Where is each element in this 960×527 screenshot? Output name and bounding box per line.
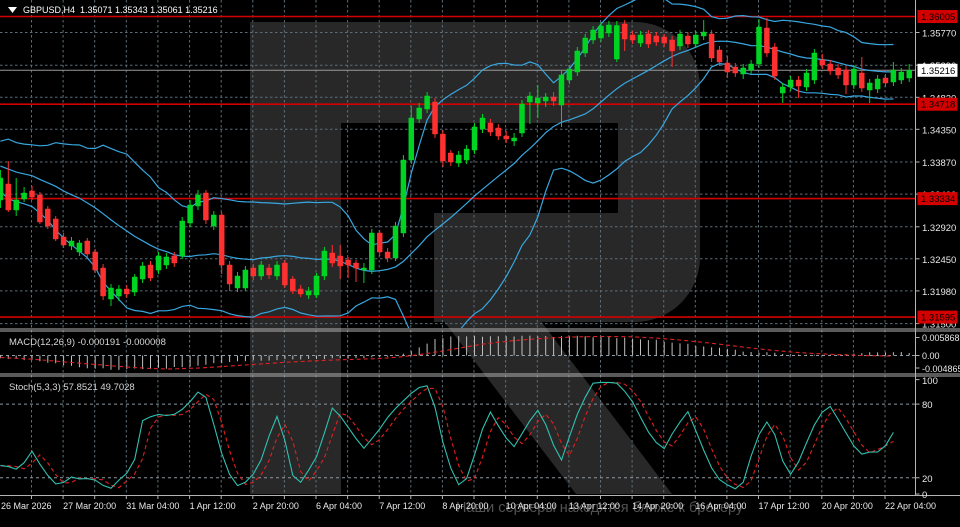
svg-text:Stoch(5,3,3) 57.8521 49.7028: Stoch(5,3,3) 57.8521 49.7028 — [9, 382, 135, 393]
svg-text:0.00: 0.00 — [922, 351, 940, 361]
svg-text:6 Apr 04:00: 6 Apr 04:00 — [316, 501, 362, 511]
svg-text:1.33870: 1.33870 — [922, 158, 956, 169]
svg-text:1.35770: 1.35770 — [922, 29, 956, 40]
svg-text:0: 0 — [922, 490, 927, 501]
svg-text:16 Apr 04:00: 16 Apr 04:00 — [695, 501, 746, 511]
svg-text:-0.004865: -0.004865 — [922, 364, 960, 374]
svg-text:8 Apr 20:00: 8 Apr 20:00 — [442, 501, 488, 511]
svg-text:0.005868: 0.005868 — [922, 333, 960, 343]
svg-text:1.31595: 1.31595 — [921, 313, 955, 324]
svg-text:31 Mar 04:00: 31 Mar 04:00 — [126, 501, 179, 511]
svg-text:20 Apr 20:00: 20 Apr 20:00 — [822, 501, 873, 511]
svg-text:20: 20 — [922, 474, 933, 485]
svg-text:13 Apr 12:00: 13 Apr 12:00 — [569, 501, 620, 511]
svg-text:1.31500: 1.31500 — [922, 320, 956, 331]
svg-text:1.32450: 1.32450 — [922, 255, 956, 266]
svg-text:10 Apr 04:00: 10 Apr 04:00 — [506, 501, 557, 511]
svg-text:7 Apr 12:00: 7 Apr 12:00 — [379, 501, 425, 511]
svg-text:27 Mar 20:00: 27 Mar 20:00 — [63, 501, 116, 511]
svg-text:1.34718: 1.34718 — [921, 100, 955, 111]
svg-text:1.35216: 1.35216 — [921, 66, 955, 77]
svg-text:1.36005: 1.36005 — [921, 12, 955, 23]
svg-text:1.33334: 1.33334 — [921, 194, 955, 205]
svg-text:1.34350: 1.34350 — [922, 125, 956, 136]
svg-text:Наши серверы находятся ближе к: Наши серверы находятся ближе к брокеру — [456, 500, 744, 516]
svg-text:26 Mar 2026: 26 Mar 2026 — [1, 501, 52, 511]
svg-text:2 Apr 20:00: 2 Apr 20:00 — [253, 501, 299, 511]
svg-text:17 Apr 12:00: 17 Apr 12:00 — [759, 501, 810, 511]
svg-text:14 Apr 20:00: 14 Apr 20:00 — [632, 501, 683, 511]
svg-text:100: 100 — [922, 376, 938, 387]
svg-text:80: 80 — [922, 400, 933, 411]
svg-text:MACD(12,26,9) -0.000191 -0.000: MACD(12,26,9) -0.000191 -0.000008 — [9, 337, 166, 348]
svg-text:22 Apr 04:00: 22 Apr 04:00 — [885, 501, 936, 511]
svg-text:GBPUSD,H4 1.35071 1.35343 1.3: GBPUSD,H4 1.35071 1.35343 1.35061 1.3521… — [23, 5, 218, 15]
svg-text:1.32920: 1.32920 — [922, 223, 956, 234]
svg-text:1 Apr 12:00: 1 Apr 12:00 — [190, 501, 236, 511]
svg-text:1.31980: 1.31980 — [922, 287, 956, 298]
